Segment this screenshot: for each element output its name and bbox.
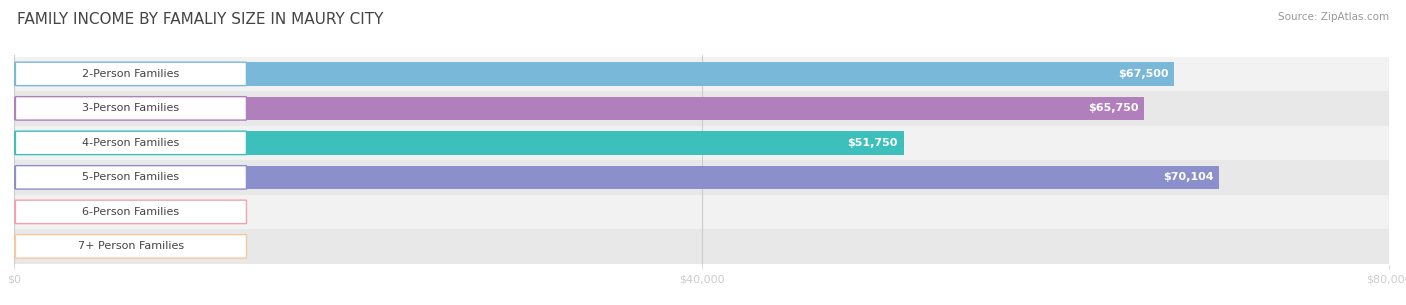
Bar [14, 131, 904, 155]
Bar [14, 57, 1389, 91]
Bar [14, 62, 1174, 86]
Text: 2-Person Families: 2-Person Families [83, 69, 180, 79]
FancyBboxPatch shape [15, 235, 246, 258]
Text: $65,750: $65,750 [1088, 103, 1139, 113]
Bar [14, 126, 1389, 160]
Text: 7+ Person Families: 7+ Person Families [77, 241, 184, 251]
Text: $70,104: $70,104 [1163, 172, 1213, 182]
Text: FAMILY INCOME BY FAMALIY SIZE IN MAURY CITY: FAMILY INCOME BY FAMALIY SIZE IN MAURY C… [17, 12, 384, 27]
FancyBboxPatch shape [15, 166, 246, 189]
FancyBboxPatch shape [15, 62, 246, 86]
Bar [14, 195, 1389, 229]
Text: 5-Person Families: 5-Person Families [83, 172, 180, 182]
Text: 3-Person Families: 3-Person Families [83, 103, 180, 113]
FancyBboxPatch shape [15, 97, 246, 120]
FancyBboxPatch shape [15, 131, 246, 155]
Bar [14, 97, 1144, 120]
Bar [14, 200, 37, 224]
FancyBboxPatch shape [15, 200, 246, 224]
Bar [14, 166, 1219, 189]
Bar [14, 235, 37, 258]
Text: $0: $0 [45, 241, 60, 251]
Text: $67,500: $67,500 [1118, 69, 1168, 79]
Text: Source: ZipAtlas.com: Source: ZipAtlas.com [1278, 12, 1389, 22]
Bar [14, 160, 1389, 195]
Bar [14, 91, 1389, 126]
Text: 4-Person Families: 4-Person Families [83, 138, 180, 148]
Text: 6-Person Families: 6-Person Families [83, 207, 180, 217]
Bar [14, 229, 1389, 264]
Text: $0: $0 [45, 207, 60, 217]
Text: $51,750: $51,750 [848, 138, 898, 148]
